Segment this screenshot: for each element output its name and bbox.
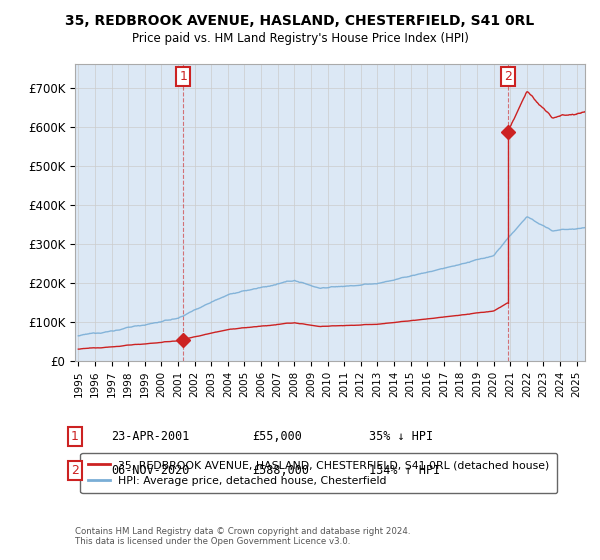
Text: 2: 2 bbox=[71, 464, 79, 477]
Text: 1: 1 bbox=[179, 70, 187, 83]
Text: 1: 1 bbox=[71, 430, 79, 444]
Text: £588,000: £588,000 bbox=[252, 464, 309, 477]
Text: 35% ↓ HPI: 35% ↓ HPI bbox=[369, 430, 433, 444]
Text: Contains HM Land Registry data © Crown copyright and database right 2024.
This d: Contains HM Land Registry data © Crown c… bbox=[75, 526, 410, 546]
Legend: 35, REDBROOK AVENUE, HASLAND, CHESTERFIELD, S41 0RL (detached house), HPI: Avera: 35, REDBROOK AVENUE, HASLAND, CHESTERFIE… bbox=[80, 452, 557, 493]
Text: 23-APR-2001: 23-APR-2001 bbox=[111, 430, 190, 444]
Text: Price paid vs. HM Land Registry's House Price Index (HPI): Price paid vs. HM Land Registry's House … bbox=[131, 32, 469, 45]
Text: 134% ↑ HPI: 134% ↑ HPI bbox=[369, 464, 440, 477]
Text: £55,000: £55,000 bbox=[252, 430, 302, 444]
Text: 35, REDBROOK AVENUE, HASLAND, CHESTERFIELD, S41 0RL: 35, REDBROOK AVENUE, HASLAND, CHESTERFIE… bbox=[65, 14, 535, 28]
Text: 2: 2 bbox=[504, 70, 512, 83]
Text: 06-NOV-2020: 06-NOV-2020 bbox=[111, 464, 190, 477]
